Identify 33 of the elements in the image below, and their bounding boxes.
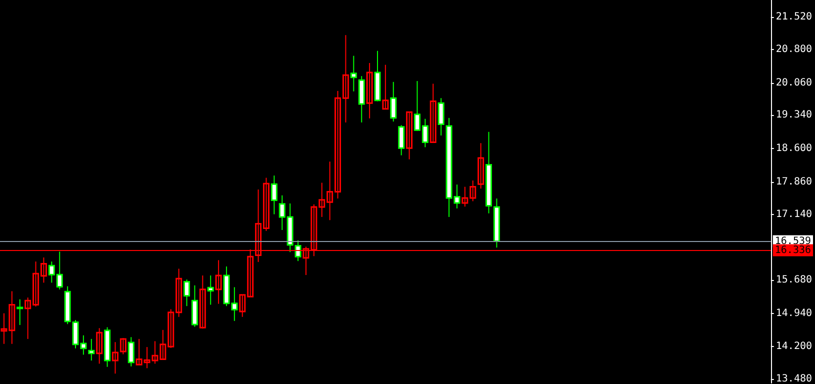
candlestick — [382, 64, 389, 110]
candlestick — [191, 284, 198, 328]
y-tick-label: 20.060 — [776, 77, 812, 88]
ref-line-label: 16.336 — [774, 244, 811, 256]
candlestick — [16, 298, 24, 326]
y-tick-label: 20.800 — [776, 44, 812, 56]
y-tick-label: 19.340 — [776, 110, 812, 121]
candlestick — [270, 175, 278, 215]
candlestick — [88, 338, 95, 362]
candlestick — [430, 83, 436, 143]
ref-line-label: 16.539 — [774, 236, 811, 247]
candlestick — [128, 336, 134, 367]
candlestick — [366, 62, 373, 119]
candlestick — [207, 274, 214, 306]
candlestick — [199, 274, 206, 330]
y-tick-label: 13.480 — [776, 374, 812, 384]
y-tick-label: 21.520 — [776, 12, 812, 23]
candlestick — [438, 98, 444, 136]
candlestick — [398, 124, 405, 156]
y-tick-label: 17.860 — [776, 176, 812, 188]
y-tick-label: 14.940 — [776, 308, 812, 319]
candlestick — [350, 55, 357, 92]
y-tick-label: 17.140 — [776, 208, 812, 220]
y-tick-label: 18.600 — [776, 143, 812, 154]
y-tick-label: 15.680 — [776, 274, 812, 286]
candlestick — [184, 279, 190, 307]
candlestick — [215, 260, 222, 304]
candlestick — [96, 328, 103, 364]
candlestick — [478, 142, 484, 190]
candlestick — [390, 81, 397, 122]
candlestick — [406, 111, 413, 160]
y-tick-label: 14.200 — [776, 341, 812, 352]
candlestick — [358, 76, 365, 123]
